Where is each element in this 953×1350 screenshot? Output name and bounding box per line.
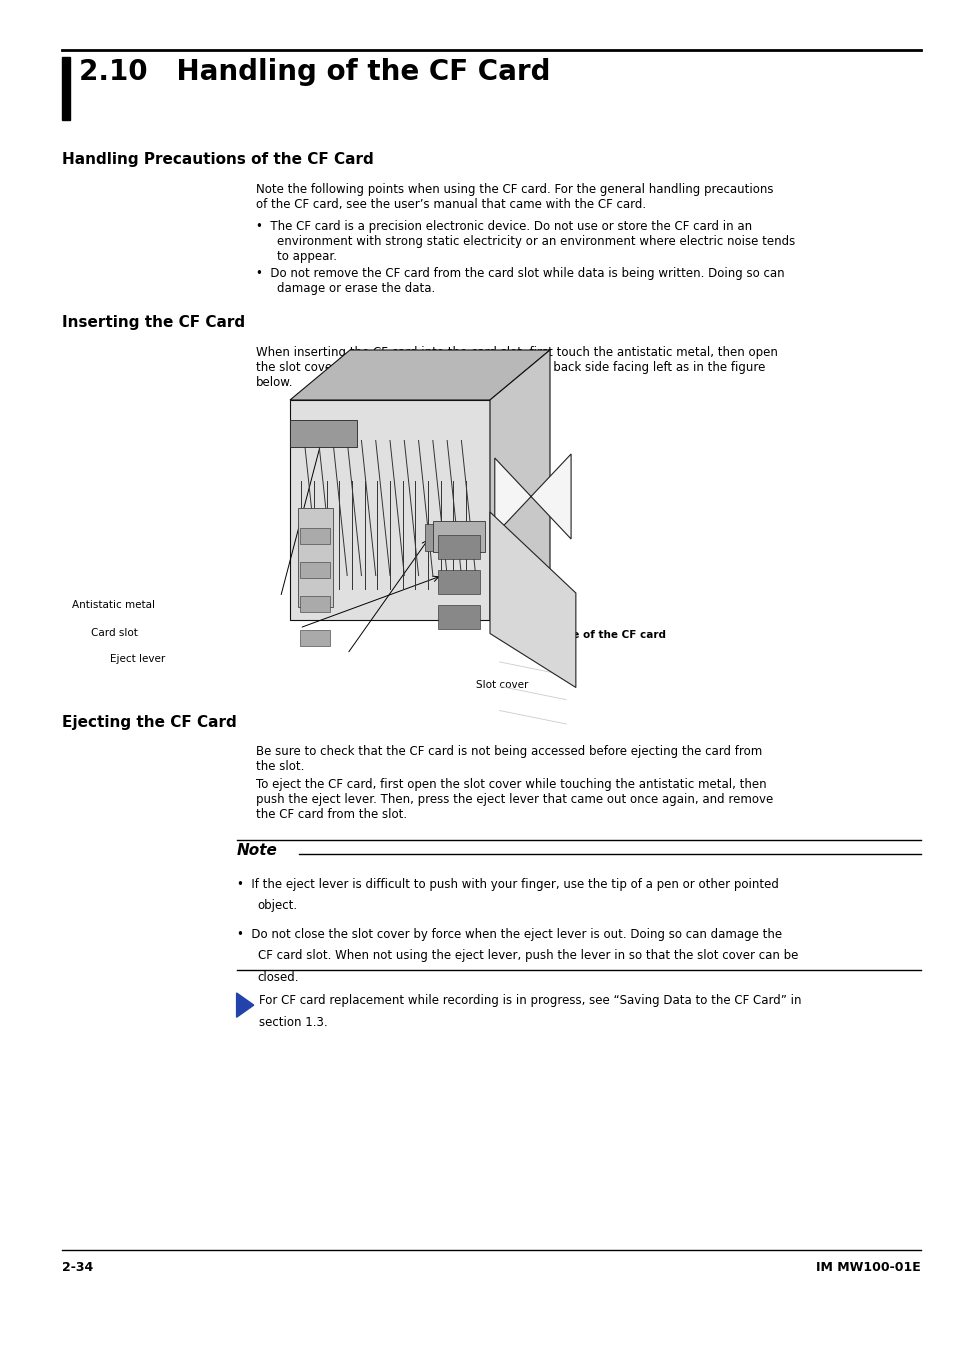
Polygon shape <box>290 420 356 447</box>
Text: object.: object. <box>257 899 297 913</box>
Text: section 1.3.: section 1.3. <box>258 1017 327 1029</box>
Text: Eject lever: Eject lever <box>110 653 165 664</box>
Text: closed.: closed. <box>257 971 299 984</box>
Bar <box>300 562 330 578</box>
Text: •  Do not remove the CF card from the card slot while data is being written. Doi: • Do not remove the CF card from the car… <box>255 267 783 279</box>
Bar <box>297 508 333 606</box>
Bar <box>300 528 330 544</box>
Bar <box>300 595 330 612</box>
Text: 2-34: 2-34 <box>62 1261 93 1274</box>
Text: CF card slot. When not using the eject lever, push the lever in so that the slot: CF card slot. When not using the eject l… <box>257 949 797 963</box>
Text: •  Do not close the slot cover by force when the eject lever is out. Doing so ca: • Do not close the slot cover by force w… <box>236 927 781 941</box>
Text: When inserting the CF card into the card slot, first touch the antistatic metal,: When inserting the CF card into the card… <box>255 346 777 359</box>
Text: damage or erase the data.: damage or erase the data. <box>276 282 435 296</box>
Text: the CF card from the slot.: the CF card from the slot. <box>255 809 406 821</box>
Bar <box>425 524 433 551</box>
Bar <box>437 535 480 559</box>
Text: Reverse side of the CF card: Reverse side of the CF card <box>504 630 665 640</box>
Text: of the CF card, see the user’s manual that came with the CF card.: of the CF card, see the user’s manual th… <box>255 198 645 211</box>
Text: the slot cover, and finally insert the card with the back side facing left as in: the slot cover, and finally insert the c… <box>255 360 764 374</box>
Text: Antistatic metal: Antistatic metal <box>71 599 154 610</box>
Text: Be sure to check that the CF card is not being accessed before ejecting the card: Be sure to check that the CF card is not… <box>255 745 761 757</box>
Text: the slot.: the slot. <box>255 760 304 774</box>
Bar <box>62 57 70 120</box>
Bar <box>433 521 485 552</box>
Text: For CF card replacement while recording is in progress, see “Saving Data to the : For CF card replacement while recording … <box>258 995 801 1007</box>
Bar <box>437 570 480 594</box>
Text: to appear.: to appear. <box>276 250 336 263</box>
Text: below.: below. <box>255 377 293 389</box>
Polygon shape <box>236 994 253 1018</box>
Polygon shape <box>290 350 550 400</box>
Polygon shape <box>490 512 576 687</box>
Text: Inserting the CF Card: Inserting the CF Card <box>62 315 245 329</box>
Text: Note the following points when using the CF card. For the general handling preca: Note the following points when using the… <box>255 184 772 196</box>
Text: Card slot: Card slot <box>91 628 137 639</box>
Text: Note: Note <box>236 842 277 857</box>
Text: •  The CF card is a precision electronic device. Do not use or store the CF card: • The CF card is a precision electronic … <box>255 220 751 234</box>
Text: Handling Precautions of the CF Card: Handling Precautions of the CF Card <box>62 153 374 167</box>
Polygon shape <box>495 454 571 539</box>
Text: Ejecting the CF Card: Ejecting the CF Card <box>62 716 236 730</box>
Polygon shape <box>490 350 550 620</box>
Text: Slot cover: Slot cover <box>476 680 528 690</box>
Text: environment with strong static electricity or an environment where electric nois: environment with strong static electrici… <box>276 235 794 248</box>
Bar <box>300 629 330 645</box>
Text: IM MW100-01E: IM MW100-01E <box>815 1261 920 1274</box>
Text: push the eject lever. Then, press the eject lever that came out once again, and : push the eject lever. Then, press the ej… <box>255 792 772 806</box>
Text: 2.10   Handling of the CF Card: 2.10 Handling of the CF Card <box>79 58 550 86</box>
Text: To eject the CF card, first open the slot cover while touching the antistatic me: To eject the CF card, first open the slo… <box>255 778 765 791</box>
Polygon shape <box>290 400 490 620</box>
Text: •  If the eject lever is difficult to push with your finger, use the tip of a pe: • If the eject lever is difficult to pus… <box>236 878 778 891</box>
Bar <box>437 605 480 629</box>
